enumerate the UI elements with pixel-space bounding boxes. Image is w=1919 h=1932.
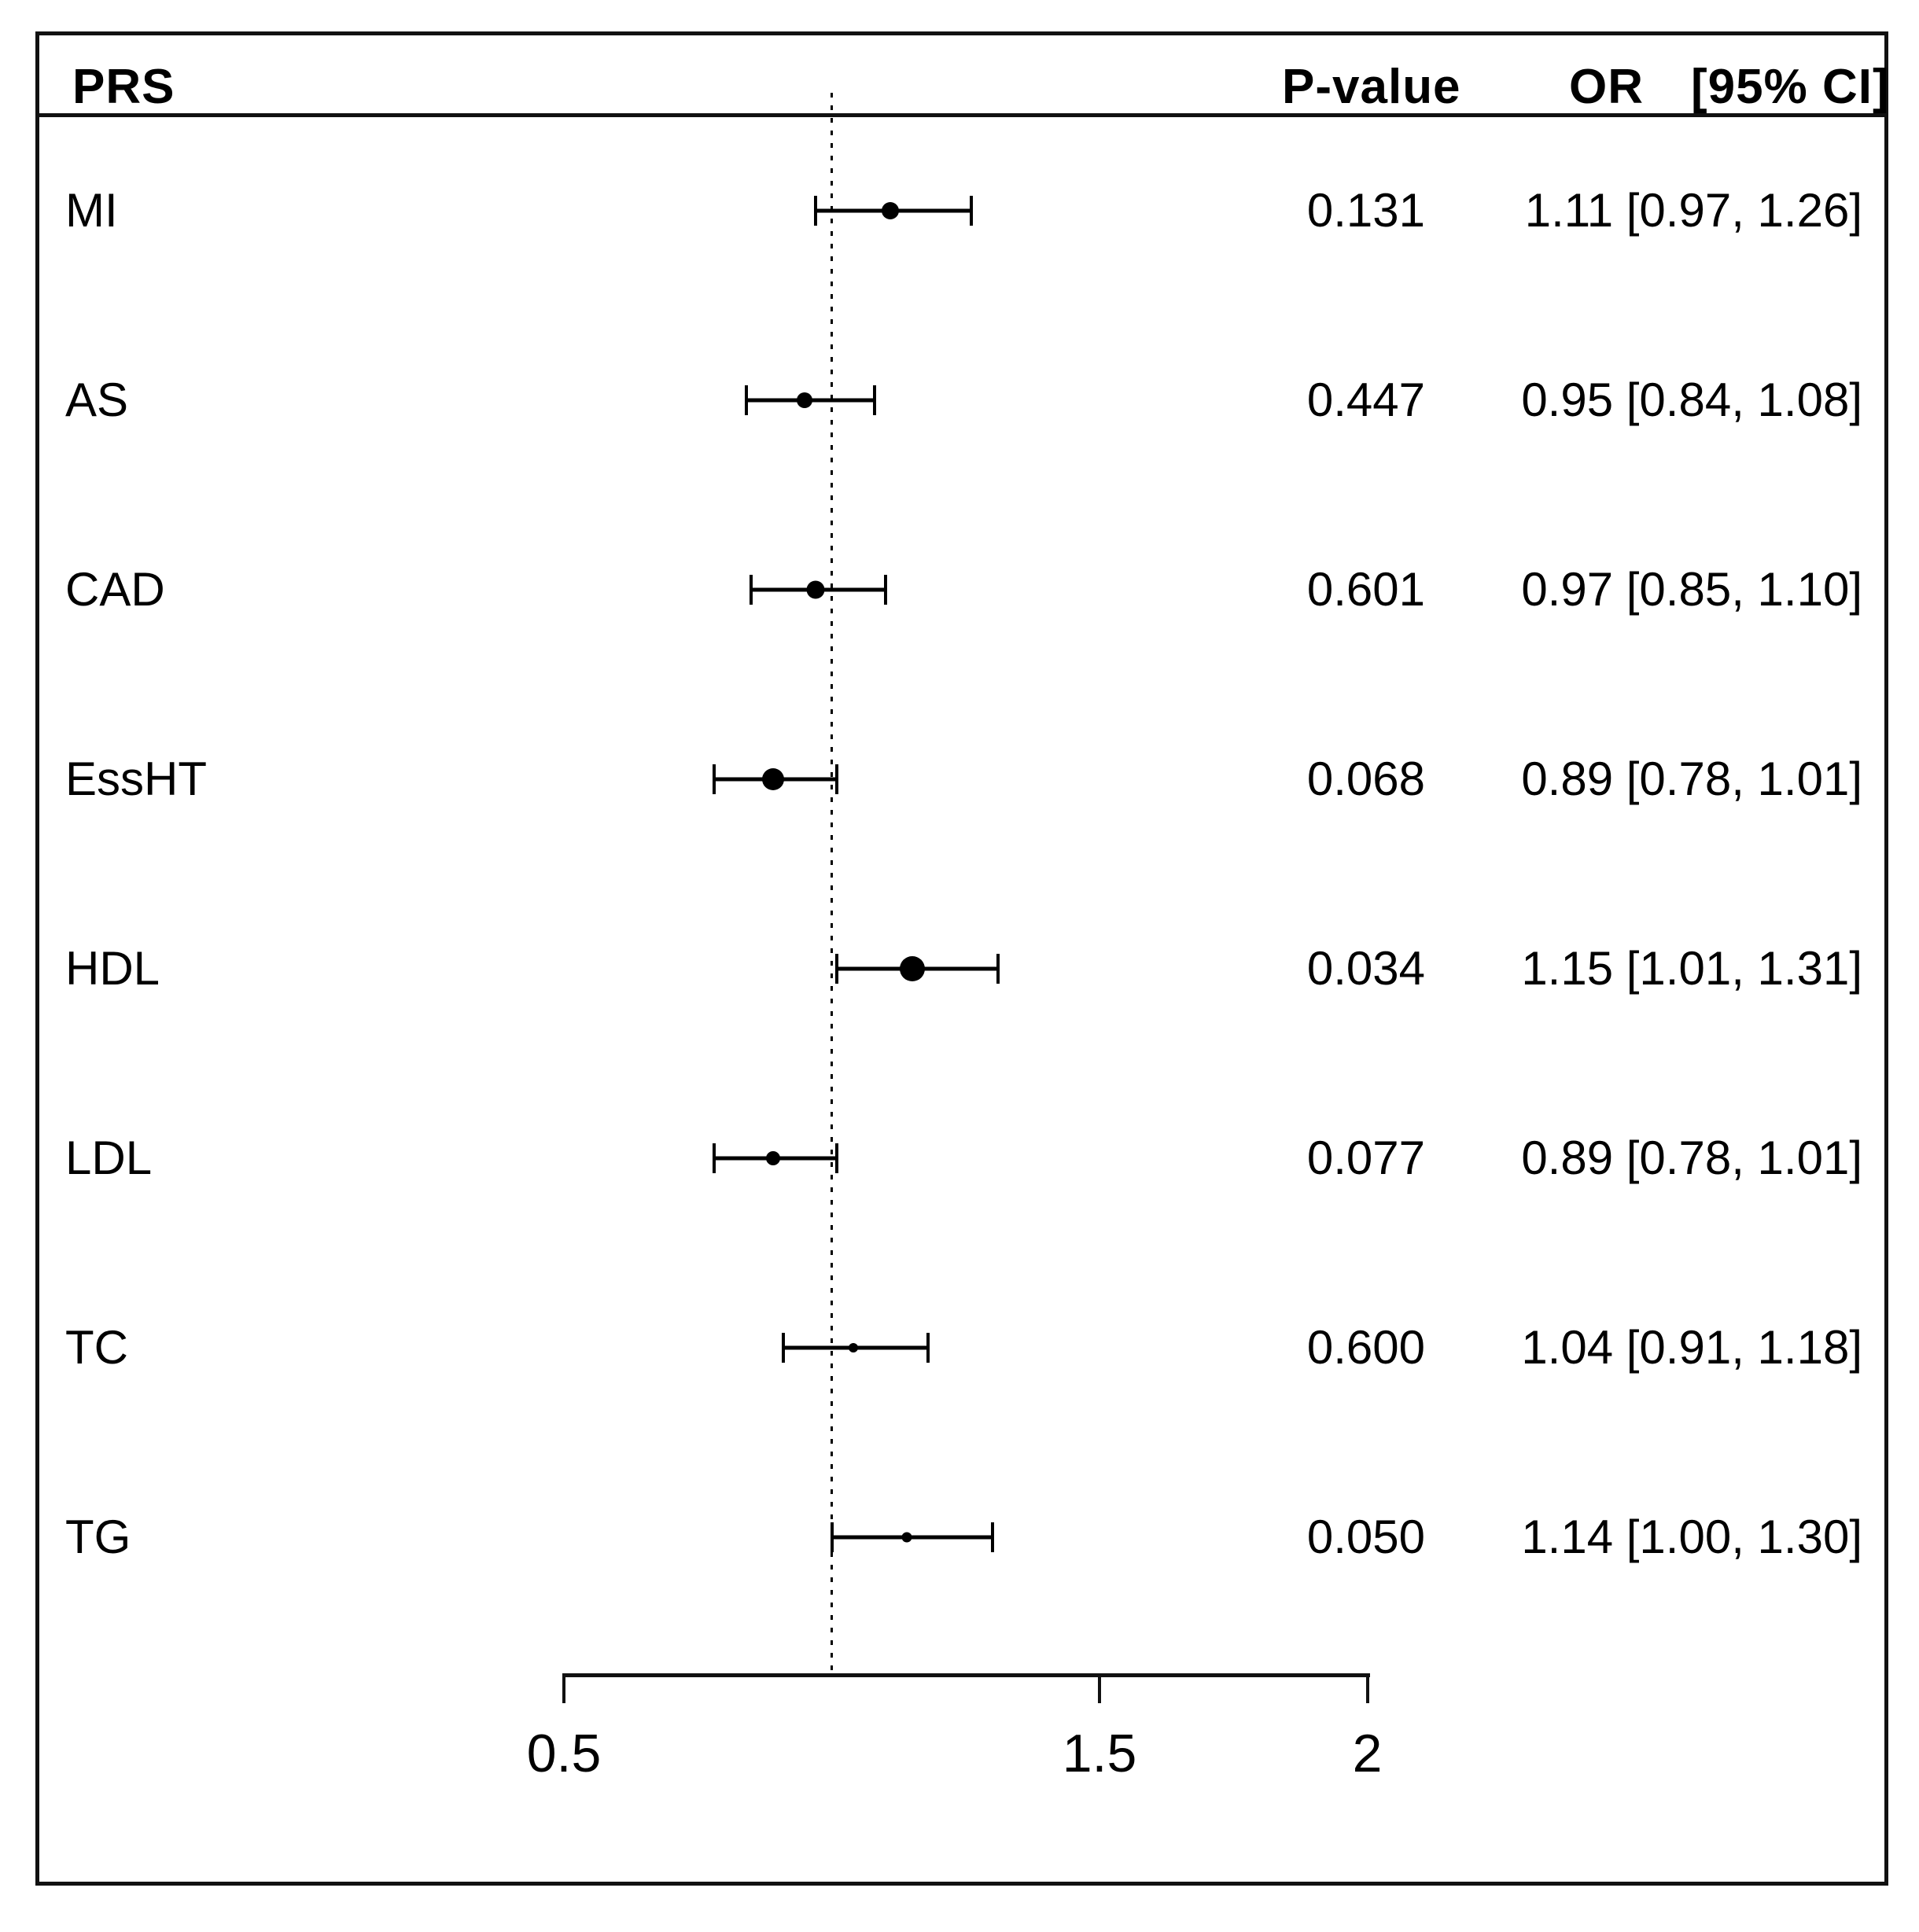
ci-cap-low-TC — [782, 1333, 786, 1363]
ci-cap-low-MI — [814, 196, 818, 226]
ci-cap-high-HDL — [996, 954, 1000, 984]
ci-cap-high-TC — [926, 1333, 930, 1363]
row-label-AS: AS — [65, 374, 129, 426]
estimate-dot-EssHT — [761, 768, 784, 790]
ci-cap-high-TG — [990, 1522, 994, 1552]
plot-frame-border — [35, 31, 1888, 1886]
reference-line-or-1 — [831, 93, 833, 1675]
row-p-value-AS: 0.447 — [1306, 374, 1425, 426]
row-p-value-EssHT: 0.068 — [1306, 753, 1425, 805]
row-or-ci-TG: 1.14 [1.00, 1.30] — [1521, 1511, 1862, 1563]
ci-cap-low-AS — [744, 385, 748, 415]
estimate-dot-CAD — [806, 580, 825, 599]
x-axis-tick-label-0.5: 0.5 — [526, 1724, 602, 1783]
column-header-or: OR — [1569, 60, 1644, 114]
header-divider-line — [35, 113, 1888, 117]
row-p-value-CAD: 0.601 — [1306, 563, 1425, 616]
row-or-ci-EssHT: 0.89 [0.78, 1.01] — [1521, 753, 1862, 805]
estimate-dot-HDL — [899, 956, 925, 981]
column-header-p-value: P-value — [1282, 60, 1461, 114]
ci-cap-low-CAD — [750, 575, 753, 605]
row-p-value-LDL: 0.077 — [1306, 1132, 1425, 1184]
ci-cap-low-HDL — [835, 954, 839, 984]
row-p-value-TC: 0.600 — [1306, 1321, 1425, 1374]
x-axis-line — [564, 1673, 1370, 1677]
row-p-value-HDL: 0.034 — [1306, 942, 1425, 995]
row-label-MI: MI — [65, 184, 118, 237]
row-label-LDL: LDL — [65, 1132, 153, 1184]
ci-cap-high-LDL — [835, 1143, 839, 1173]
ci-cap-high-EssHT — [835, 764, 839, 794]
x-axis-tick-2 — [1365, 1673, 1369, 1703]
row-label-TG: TG — [65, 1511, 131, 1563]
column-header-prs: PRS — [72, 60, 175, 114]
row-label-CAD: CAD — [65, 563, 165, 616]
estimate-dot-MI — [882, 202, 900, 219]
row-or-ci-HDL: 1.15 [1.01, 1.31] — [1521, 942, 1862, 995]
row-or-ci-TC: 1.04 [0.91, 1.18] — [1521, 1321, 1862, 1374]
x-axis-tick-label-2: 2 — [1352, 1724, 1383, 1783]
estimate-dot-LDL — [765, 1151, 780, 1165]
x-axis-tick-label-1.5: 1.5 — [1062, 1724, 1137, 1783]
estimate-dot-TG — [901, 1532, 912, 1543]
x-axis-tick-0.5 — [562, 1673, 565, 1703]
row-label-HDL: HDL — [65, 942, 160, 995]
ci-cap-high-MI — [969, 196, 973, 226]
ci-cap-low-LDL — [712, 1143, 716, 1173]
row-label-EssHT: EssHT — [65, 753, 207, 805]
ci-cap-high-AS — [872, 385, 876, 415]
row-or-ci-LDL: 0.89 [0.78, 1.01] — [1521, 1132, 1862, 1184]
row-or-ci-CAD: 0.97 [0.85, 1.10] — [1521, 563, 1862, 616]
row-p-value-MI: 0.131 — [1306, 184, 1425, 237]
estimate-dot-AS — [797, 392, 813, 408]
ci-cap-high-CAD — [883, 575, 887, 605]
row-or-ci-AS: 0.95 [0.84, 1.08] — [1521, 374, 1862, 426]
column-header-95ci: [95% CI] — [1691, 60, 1890, 114]
row-or-ci-MI: 1.11 [0.97, 1.26] — [1524, 184, 1862, 237]
ci-line-TG — [831, 1535, 993, 1540]
ci-cap-low-TG — [830, 1522, 834, 1552]
x-axis-tick-1.5 — [1098, 1673, 1101, 1703]
ci-cap-low-EssHT — [712, 764, 716, 794]
row-p-value-TG: 0.050 — [1306, 1511, 1425, 1563]
estimate-dot-TC — [848, 1343, 858, 1352]
row-label-TC: TC — [65, 1321, 128, 1374]
